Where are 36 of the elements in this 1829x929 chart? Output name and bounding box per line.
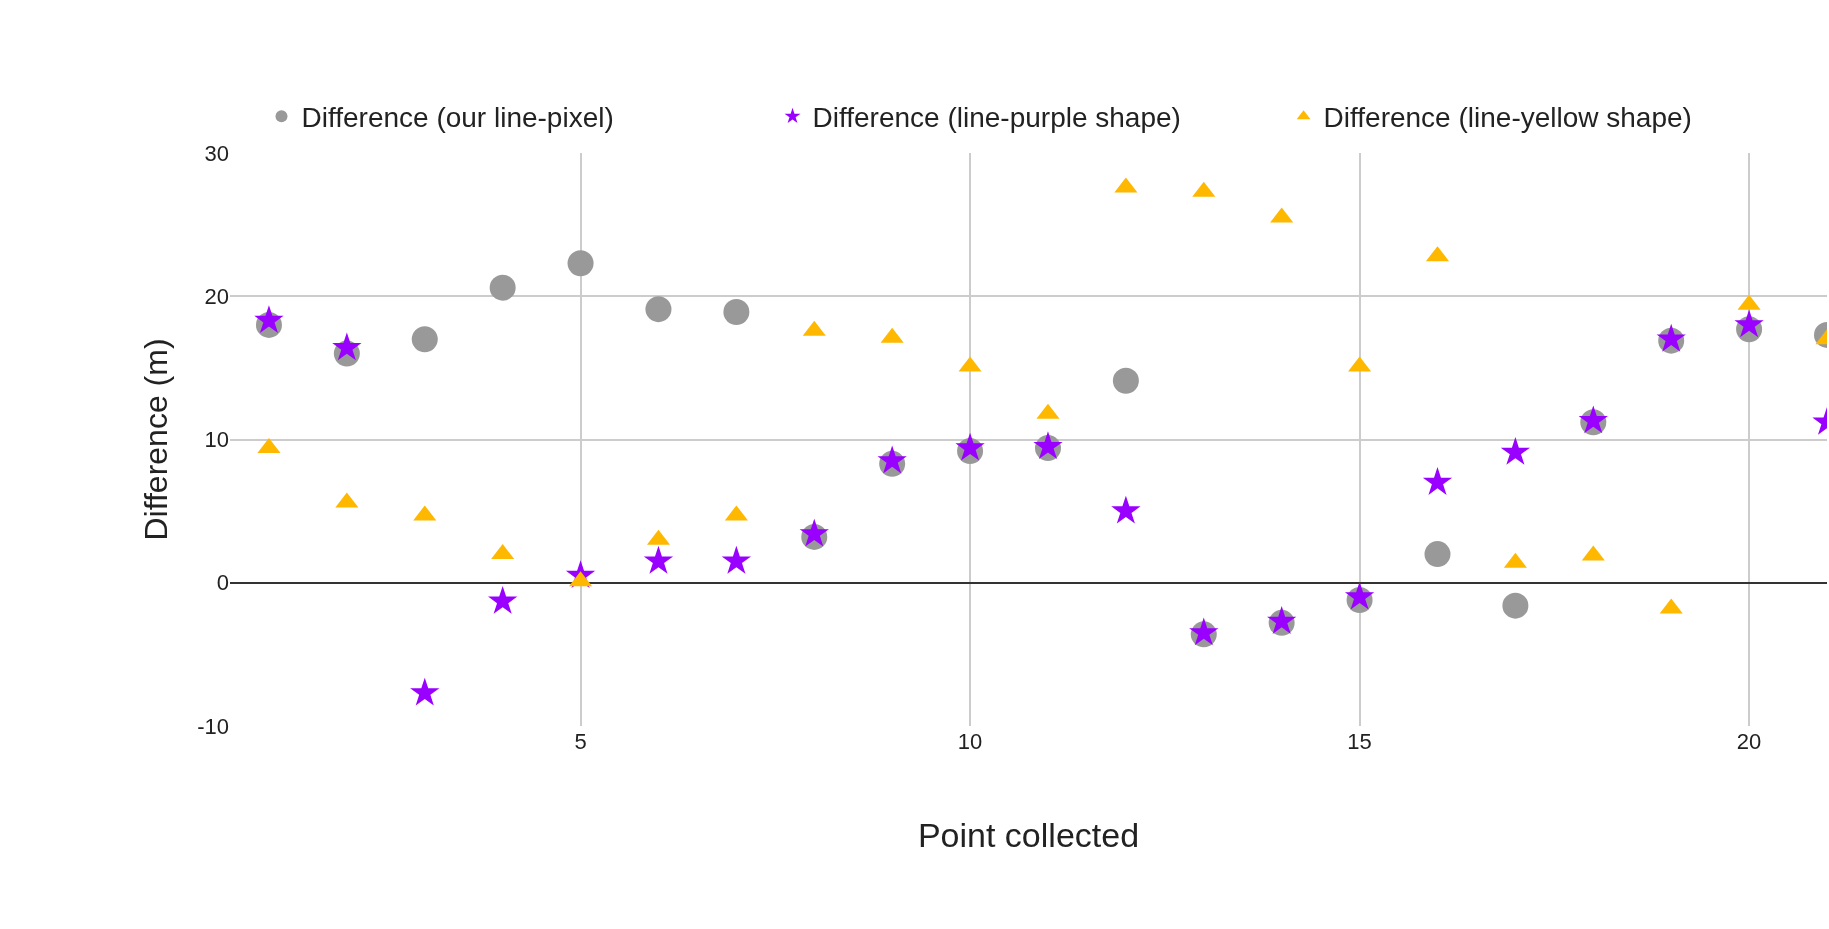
point: [645, 296, 672, 323]
y-tick-label: 0: [216, 570, 229, 596]
y-axis-title: Difference (m): [137, 338, 174, 541]
point: [1424, 541, 1451, 568]
x-tick-label: 5: [574, 729, 587, 754]
point: [1500, 436, 1531, 465]
point: [799, 518, 829, 547]
y-tick-label: 20: [204, 283, 229, 309]
legend-label: Difference (line-yellow shape): [1323, 102, 1692, 134]
x-tick-label: 15: [1347, 729, 1372, 754]
y-tick-label: 30: [204, 140, 229, 166]
point: [877, 445, 907, 474]
x-tick-label: 20: [1736, 729, 1762, 754]
point: [488, 585, 518, 614]
point: [1502, 592, 1529, 619]
point: [721, 545, 752, 574]
point: [723, 299, 750, 325]
point: [1344, 581, 1375, 610]
y-tick-label: 10: [204, 427, 229, 453]
point: [567, 250, 594, 277]
point: [332, 332, 362, 361]
x-axis-title: Point collected: [917, 816, 1140, 855]
point: [411, 326, 438, 353]
point: [1112, 367, 1139, 394]
point: [410, 677, 440, 706]
y-tick-label: -10: [197, 713, 229, 739]
point: [254, 305, 284, 334]
point: [643, 545, 674, 574]
point: [1111, 495, 1141, 524]
legend-label: Difference (our line-pixel): [301, 102, 614, 134]
legend-label: Difference (line-purple shape): [812, 102, 1181, 134]
x-tick-label: 10: [957, 729, 983, 754]
point: [489, 274, 516, 301]
point: [1734, 309, 1764, 338]
point: [955, 432, 985, 461]
point: [1422, 467, 1453, 495]
